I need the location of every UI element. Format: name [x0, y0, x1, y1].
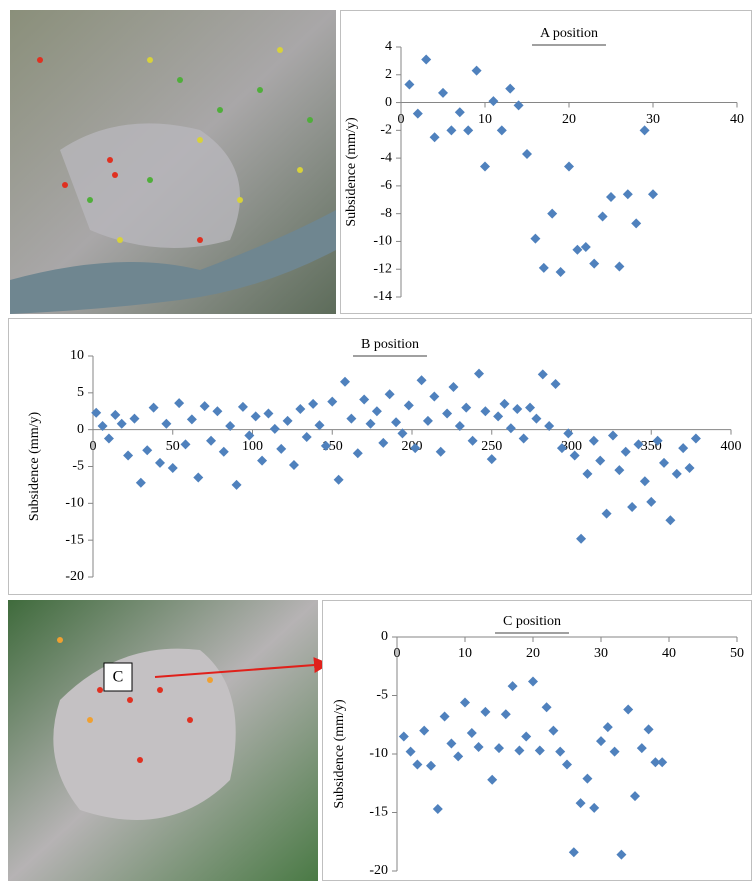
- x-tick-label: 50: [730, 646, 744, 661]
- x-tick-label: 0: [398, 112, 405, 127]
- y-tick-label: -5: [376, 688, 388, 703]
- x-tick-label: 20: [526, 646, 540, 661]
- x-tick-label: 20: [562, 112, 576, 127]
- x-tick-label: 40: [730, 112, 744, 127]
- y-tick-label: -6: [380, 178, 392, 193]
- chart-panel: A positionSubsidence (mm/y)420-2-4-6-8-1…: [341, 11, 752, 314]
- y-tick-label: -8: [380, 206, 392, 221]
- y-tick-label: -2: [380, 123, 392, 138]
- y-tick-label: -14: [373, 289, 392, 304]
- chart-panel: B positionSubsidence (mm/y)1050-5-10-15-…: [9, 319, 752, 595]
- y-tick-label: -20: [369, 863, 388, 878]
- y-tick-label: -5: [72, 459, 84, 474]
- y-axis-label: Subsidence (mm/y): [344, 117, 359, 227]
- x-tick-label: 0: [90, 439, 97, 454]
- image-label: C: [113, 669, 124, 686]
- x-tick-label: 400: [721, 439, 742, 454]
- x-tick-label: 50: [166, 439, 180, 454]
- figure: C A positionSubsidence (mm/y)420-2-4-6-8…: [0, 0, 752, 881]
- satellite-image-a: [10, 10, 336, 314]
- x-tick-label: 30: [594, 646, 608, 661]
- y-tick-label: 2: [385, 67, 392, 82]
- chart-panel: C position Subsidence (mm/y) 0 -5 -10 -15 -20 0…: [323, 601, 752, 881]
- y-tick-label: 10: [70, 348, 84, 363]
- y-tick-label: -10: [373, 234, 392, 249]
- y-tick-label: 5: [77, 385, 84, 400]
- page: C A positionSubsidence (mm/y)420-2-4-6-8…: [0, 0, 752, 881]
- y-tick-label: 0: [77, 422, 84, 437]
- x-tick-label: 30: [646, 112, 660, 127]
- y-tick-label: -10: [369, 746, 388, 761]
- y-tick-label: -20: [65, 569, 84, 584]
- y-tick-label: 0: [385, 95, 392, 110]
- y-tick-label: 4: [385, 39, 392, 54]
- y-tick-label: 0: [381, 629, 388, 644]
- x-tick-label: 10: [478, 112, 492, 127]
- x-tick-label: 40: [662, 646, 676, 661]
- satellite-image-c: C: [8, 600, 328, 881]
- y-tick-label: -12: [373, 261, 392, 276]
- y-axis-label: Subsidence (mm/y): [332, 699, 347, 809]
- x-tick-label: 250: [481, 439, 502, 454]
- chart-title: C position: [503, 614, 561, 629]
- y-tick-label: -4: [380, 150, 392, 165]
- y-tick-label: -15: [65, 532, 84, 547]
- y-tick-label: -15: [369, 805, 388, 820]
- x-tick-label: 0: [394, 646, 401, 661]
- y-tick-label: -10: [65, 496, 84, 511]
- y-axis-label: Subsidence (mm/y): [27, 412, 42, 522]
- chart-title: B position: [361, 337, 419, 352]
- chart-title: A position: [540, 26, 598, 41]
- panel-frame: [9, 319, 752, 595]
- x-tick-label: 100: [242, 439, 263, 454]
- x-tick-label: 10: [458, 646, 472, 661]
